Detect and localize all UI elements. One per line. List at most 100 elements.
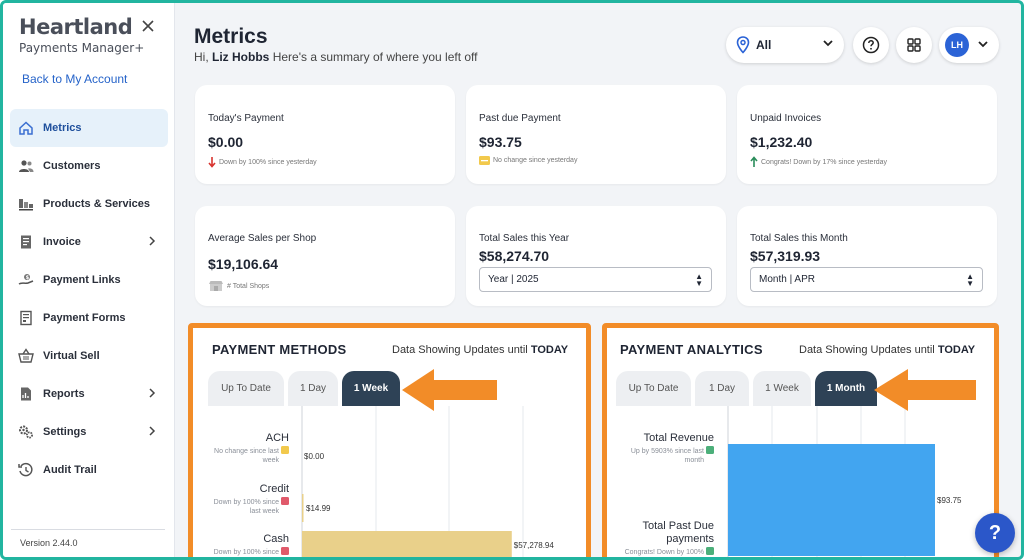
card-value: $19,106.64 bbox=[208, 256, 279, 272]
card-total-sales-year: Total Sales this Year $58,274.70 Year | … bbox=[466, 206, 726, 306]
brand-logo: Heartland Payments Manager+ bbox=[19, 15, 144, 55]
payment-methods-panel: PAYMENT METHODS Data Showing Updates unt… bbox=[188, 323, 591, 557]
location-select[interactable]: All bbox=[726, 27, 844, 63]
payment-analytics-panel: PAYMENT ANALYTICS Data Showing Updates u… bbox=[602, 323, 999, 557]
sidebar-item-label: Metrics bbox=[43, 122, 82, 134]
no-change-icon bbox=[479, 156, 490, 165]
apps-grid-button[interactable] bbox=[896, 27, 932, 63]
year-select-value: Year | 2025 bbox=[488, 274, 539, 285]
chevron-right-icon bbox=[148, 235, 156, 249]
annotation-arrow-left bbox=[874, 369, 976, 411]
tab-1-month[interactable]: 1 Month bbox=[815, 371, 877, 406]
category-sublabel: month bbox=[685, 457, 705, 464]
help-chat-button[interactable]: ? bbox=[975, 513, 1015, 553]
category-sublabel: week bbox=[262, 457, 280, 464]
card-value: $57,319.93 bbox=[750, 248, 821, 264]
select-arrows-icon: ▲ ▼ bbox=[695, 272, 703, 288]
arrow-down-icon bbox=[208, 157, 216, 168]
bar bbox=[302, 531, 512, 557]
close-sidebar-button[interactable] bbox=[142, 19, 154, 37]
card-total-sales-month: Total Sales this Month $57,319.93 Month … bbox=[737, 206, 997, 306]
category-sublabel: Congrats! Down by 100% bbox=[625, 549, 704, 556]
gears-icon bbox=[18, 424, 34, 440]
card-trend-text: Congrats! Down by 17% since yesterday bbox=[761, 158, 888, 166]
data-label: $14.99 bbox=[306, 504, 331, 513]
card-trend-text: No change since yesterday bbox=[493, 157, 578, 164]
card-value: $58,274.70 bbox=[479, 248, 550, 264]
data-label: $0.00 bbox=[304, 452, 325, 461]
home-icon bbox=[18, 120, 34, 136]
arrow-up-icon bbox=[750, 156, 758, 167]
location-pin-icon bbox=[736, 36, 750, 54]
card-trend: # Total Shops bbox=[208, 280, 269, 292]
back-to-account-link[interactable]: Back to My Account bbox=[22, 72, 128, 86]
greeting: Hi, Liz Hobbs Here's a summary of where … bbox=[194, 50, 478, 64]
svg-text:$: $ bbox=[26, 275, 30, 281]
sidebar-item-payment-forms[interactable]: Payment Forms bbox=[10, 299, 168, 337]
tab-1-week[interactable]: 1 Week bbox=[753, 371, 811, 406]
sidebar-item-settings[interactable]: Settings bbox=[10, 413, 168, 451]
thumbs-down-icon bbox=[281, 547, 289, 555]
panel-note-bold: TODAY bbox=[530, 344, 569, 356]
user-menu[interactable]: LH bbox=[939, 27, 999, 63]
greeting-suffix: Here's a summary of where you left off bbox=[272, 50, 478, 64]
month-select[interactable]: Month | APR ▲ ▼ bbox=[750, 267, 983, 292]
sidebar-item-reports[interactable]: Reports bbox=[10, 375, 168, 413]
category-sublabel: Down by 100% since bbox=[214, 499, 279, 506]
bar bbox=[728, 444, 935, 556]
chevron-right-icon bbox=[148, 425, 156, 439]
sidebar-item-label: Virtual Sell bbox=[43, 350, 100, 362]
panel-note-bold: TODAY bbox=[937, 344, 976, 356]
tab-1-week[interactable]: 1 Week bbox=[342, 371, 400, 406]
chevron-down-icon bbox=[978, 41, 988, 48]
sidebar-item-metrics[interactable]: Metrics bbox=[10, 109, 168, 147]
brand-name: Heartland bbox=[19, 15, 133, 39]
sidebar-item-products[interactable]: Products & Services bbox=[10, 185, 168, 223]
thumbs-down-icon bbox=[281, 497, 289, 505]
panel-title: PAYMENT METHODS bbox=[212, 342, 347, 357]
sidebar-item-label: Reports bbox=[43, 388, 85, 400]
chevron-right-icon bbox=[148, 387, 156, 401]
sidebar-item-label: Products & Services bbox=[43, 198, 150, 210]
users-icon bbox=[18, 158, 34, 174]
card-trend: Down by 100% since yesterday bbox=[208, 156, 317, 168]
sidebar: Heartland Payments Manager+ Back to My A… bbox=[3, 3, 175, 557]
avatar: LH bbox=[945, 33, 969, 57]
brand-subtitle: Payments Manager+ bbox=[19, 41, 145, 55]
greeting-prefix: Hi, bbox=[194, 50, 209, 64]
sidebar-nav: Metrics Customers Products & Services In… bbox=[10, 109, 168, 489]
sidebar-item-label: Customers bbox=[43, 160, 101, 172]
help-button[interactable] bbox=[853, 27, 889, 63]
tab-up-to-date[interactable]: Up To Date bbox=[616, 371, 691, 406]
category-label: payments bbox=[666, 533, 714, 545]
no-change-icon-shape bbox=[281, 446, 289, 454]
tab-up-to-date[interactable]: Up To Date bbox=[208, 371, 284, 406]
thumbs-down-icon-shape bbox=[281, 497, 289, 505]
grid-icon bbox=[907, 38, 921, 52]
year-select[interactable]: Year | 2025 ▲ ▼ bbox=[479, 267, 712, 292]
category-sublabel: Down by 100% since bbox=[214, 549, 279, 556]
payment-link-icon: $ bbox=[18, 272, 34, 288]
sidebar-item-audit-trail[interactable]: Audit Trail bbox=[10, 451, 168, 489]
thumbs-up-icon bbox=[706, 446, 714, 454]
category-label: Credit bbox=[260, 483, 289, 495]
sidebar-item-label: Payment Forms bbox=[43, 312, 126, 324]
products-icon bbox=[18, 196, 34, 212]
card-label: Unpaid Invoices bbox=[750, 113, 822, 124]
reports-icon bbox=[18, 386, 34, 402]
category-label: ACH bbox=[266, 432, 289, 444]
close-icon bbox=[142, 20, 154, 32]
annotation-arrow-left bbox=[402, 369, 497, 411]
sidebar-item-label: Settings bbox=[43, 426, 87, 438]
sidebar-item-virtual-sell[interactable]: Virtual Sell bbox=[10, 337, 168, 375]
panel-note: Data Showing Updates until TODAY bbox=[799, 344, 975, 356]
tab-1-day[interactable]: 1 Day bbox=[288, 371, 338, 406]
sidebar-item-invoice[interactable]: Invoice bbox=[10, 223, 168, 261]
payment-analytics-chart: Total Revenue Up by 5903% since last month… bbox=[625, 406, 962, 557]
card-value: $1,232.40 bbox=[750, 134, 813, 150]
card-trend-text: Down by 100% since yesterday bbox=[219, 158, 317, 166]
tab-1-day[interactable]: 1 Day bbox=[695, 371, 749, 406]
sidebar-item-payment-links[interactable]: $ Payment Links bbox=[10, 261, 168, 299]
sidebar-item-customers[interactable]: Customers bbox=[10, 147, 168, 185]
